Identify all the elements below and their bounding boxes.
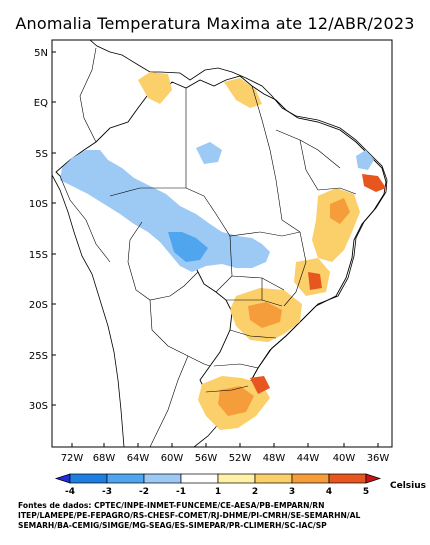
country-borders — [59, 47, 211, 447]
colorbar-segment — [217, 473, 256, 484]
colorbar-tick-label: 4 — [326, 487, 332, 497]
lat-label: 25S — [29, 351, 48, 362]
colorbar-tick-label: -3 — [102, 487, 112, 497]
colorbar-tick-label: 2 — [252, 487, 258, 497]
colorbar-segment — [365, 473, 382, 484]
lat-label: 5S — [35, 149, 48, 160]
colorbar-segment — [106, 473, 145, 484]
sources-line: Fontes de dados: CPTEC/INPE-INMET-FUNCEM… — [18, 501, 325, 510]
sources-line: ITEP/LAMEPE/PE-FEPAGRO/RS-CHESF-COMET/RJ… — [18, 511, 361, 520]
colorbar-segment — [328, 473, 367, 484]
cold-anomaly-north — [196, 142, 222, 164]
colorbar-segment — [54, 473, 71, 484]
data-sources: Fontes de dados: CPTEC/INPE-INMET-FUNCEM… — [18, 501, 430, 531]
lon-label: 56W — [195, 453, 218, 464]
colorbar-tick-label: 3 — [289, 487, 295, 497]
latitude-axis: 5N EQ 5S 10S 15S 20S 25S 30S — [29, 48, 56, 412]
lat-label: 5N — [34, 48, 48, 59]
colorbar-segment — [254, 473, 293, 484]
warm-anomaly-center-core — [308, 272, 322, 290]
colorbar: -4 -3 -2 -1 1 2 3 4 5 — [54, 473, 382, 497]
colorbar-segment — [180, 473, 219, 484]
colorbar-tick-label: 5 — [363, 487, 369, 497]
map-title: Anomalia Temperatura Maxima ate 12/ABR/2… — [15, 14, 415, 33]
lon-label: 40W — [333, 453, 356, 464]
longitude-axis: 72W 68W 64W 60W 56W 52W 48W 44W 40W 36W — [61, 443, 390, 464]
cold-anomaly-core — [168, 232, 208, 262]
warm-anomaly-northeast-core — [330, 198, 350, 224]
colorbar-tick-label: -4 — [65, 487, 75, 497]
pacific-coastline — [52, 174, 125, 447]
lat-label: 15S — [29, 250, 48, 261]
warm-anomaly-southeast-core — [248, 302, 282, 328]
lon-label: 68W — [93, 453, 116, 464]
lat-label: EQ — [34, 98, 48, 109]
lon-label: 44W — [297, 453, 320, 464]
lon-label: 72W — [61, 453, 84, 464]
lat-label: 30S — [29, 401, 48, 412]
lon-label: 60W — [161, 453, 184, 464]
colorbar-segment — [291, 473, 330, 484]
warm-anomaly-north — [138, 72, 172, 104]
warm-anomaly-south-peak — [250, 376, 270, 394]
lon-label: 64W — [127, 453, 150, 464]
colorbar-tick-label: -1 — [176, 487, 186, 497]
colorbar-tick-label: -2 — [139, 487, 149, 497]
colorbar-tick-label: 1 — [215, 487, 221, 497]
lat-label: 10S — [29, 199, 48, 210]
state-borders — [109, 85, 357, 393]
lon-label: 48W — [263, 453, 286, 464]
colorbar-unit: Celsius — [390, 481, 426, 491]
sources-line: SEMARH/BA-CEMIG/SIMGE/MG-SEAG/ES-SIMEPAR… — [18, 521, 327, 530]
colorbar-segment — [69, 473, 108, 484]
lon-label: 36W — [367, 453, 390, 464]
warm-anomaly-amapa — [224, 78, 262, 108]
colorbar-segment — [143, 473, 182, 484]
cold-anomaly-region — [60, 150, 270, 272]
cold-anomaly-ne — [356, 150, 374, 170]
lon-label: 52W — [229, 453, 252, 464]
warm-anomaly-ne-coast — [362, 174, 386, 192]
lat-label: 20S — [29, 300, 48, 311]
warm-anomaly-south-core — [218, 386, 254, 416]
warm-anomaly-northeast — [312, 188, 360, 262]
